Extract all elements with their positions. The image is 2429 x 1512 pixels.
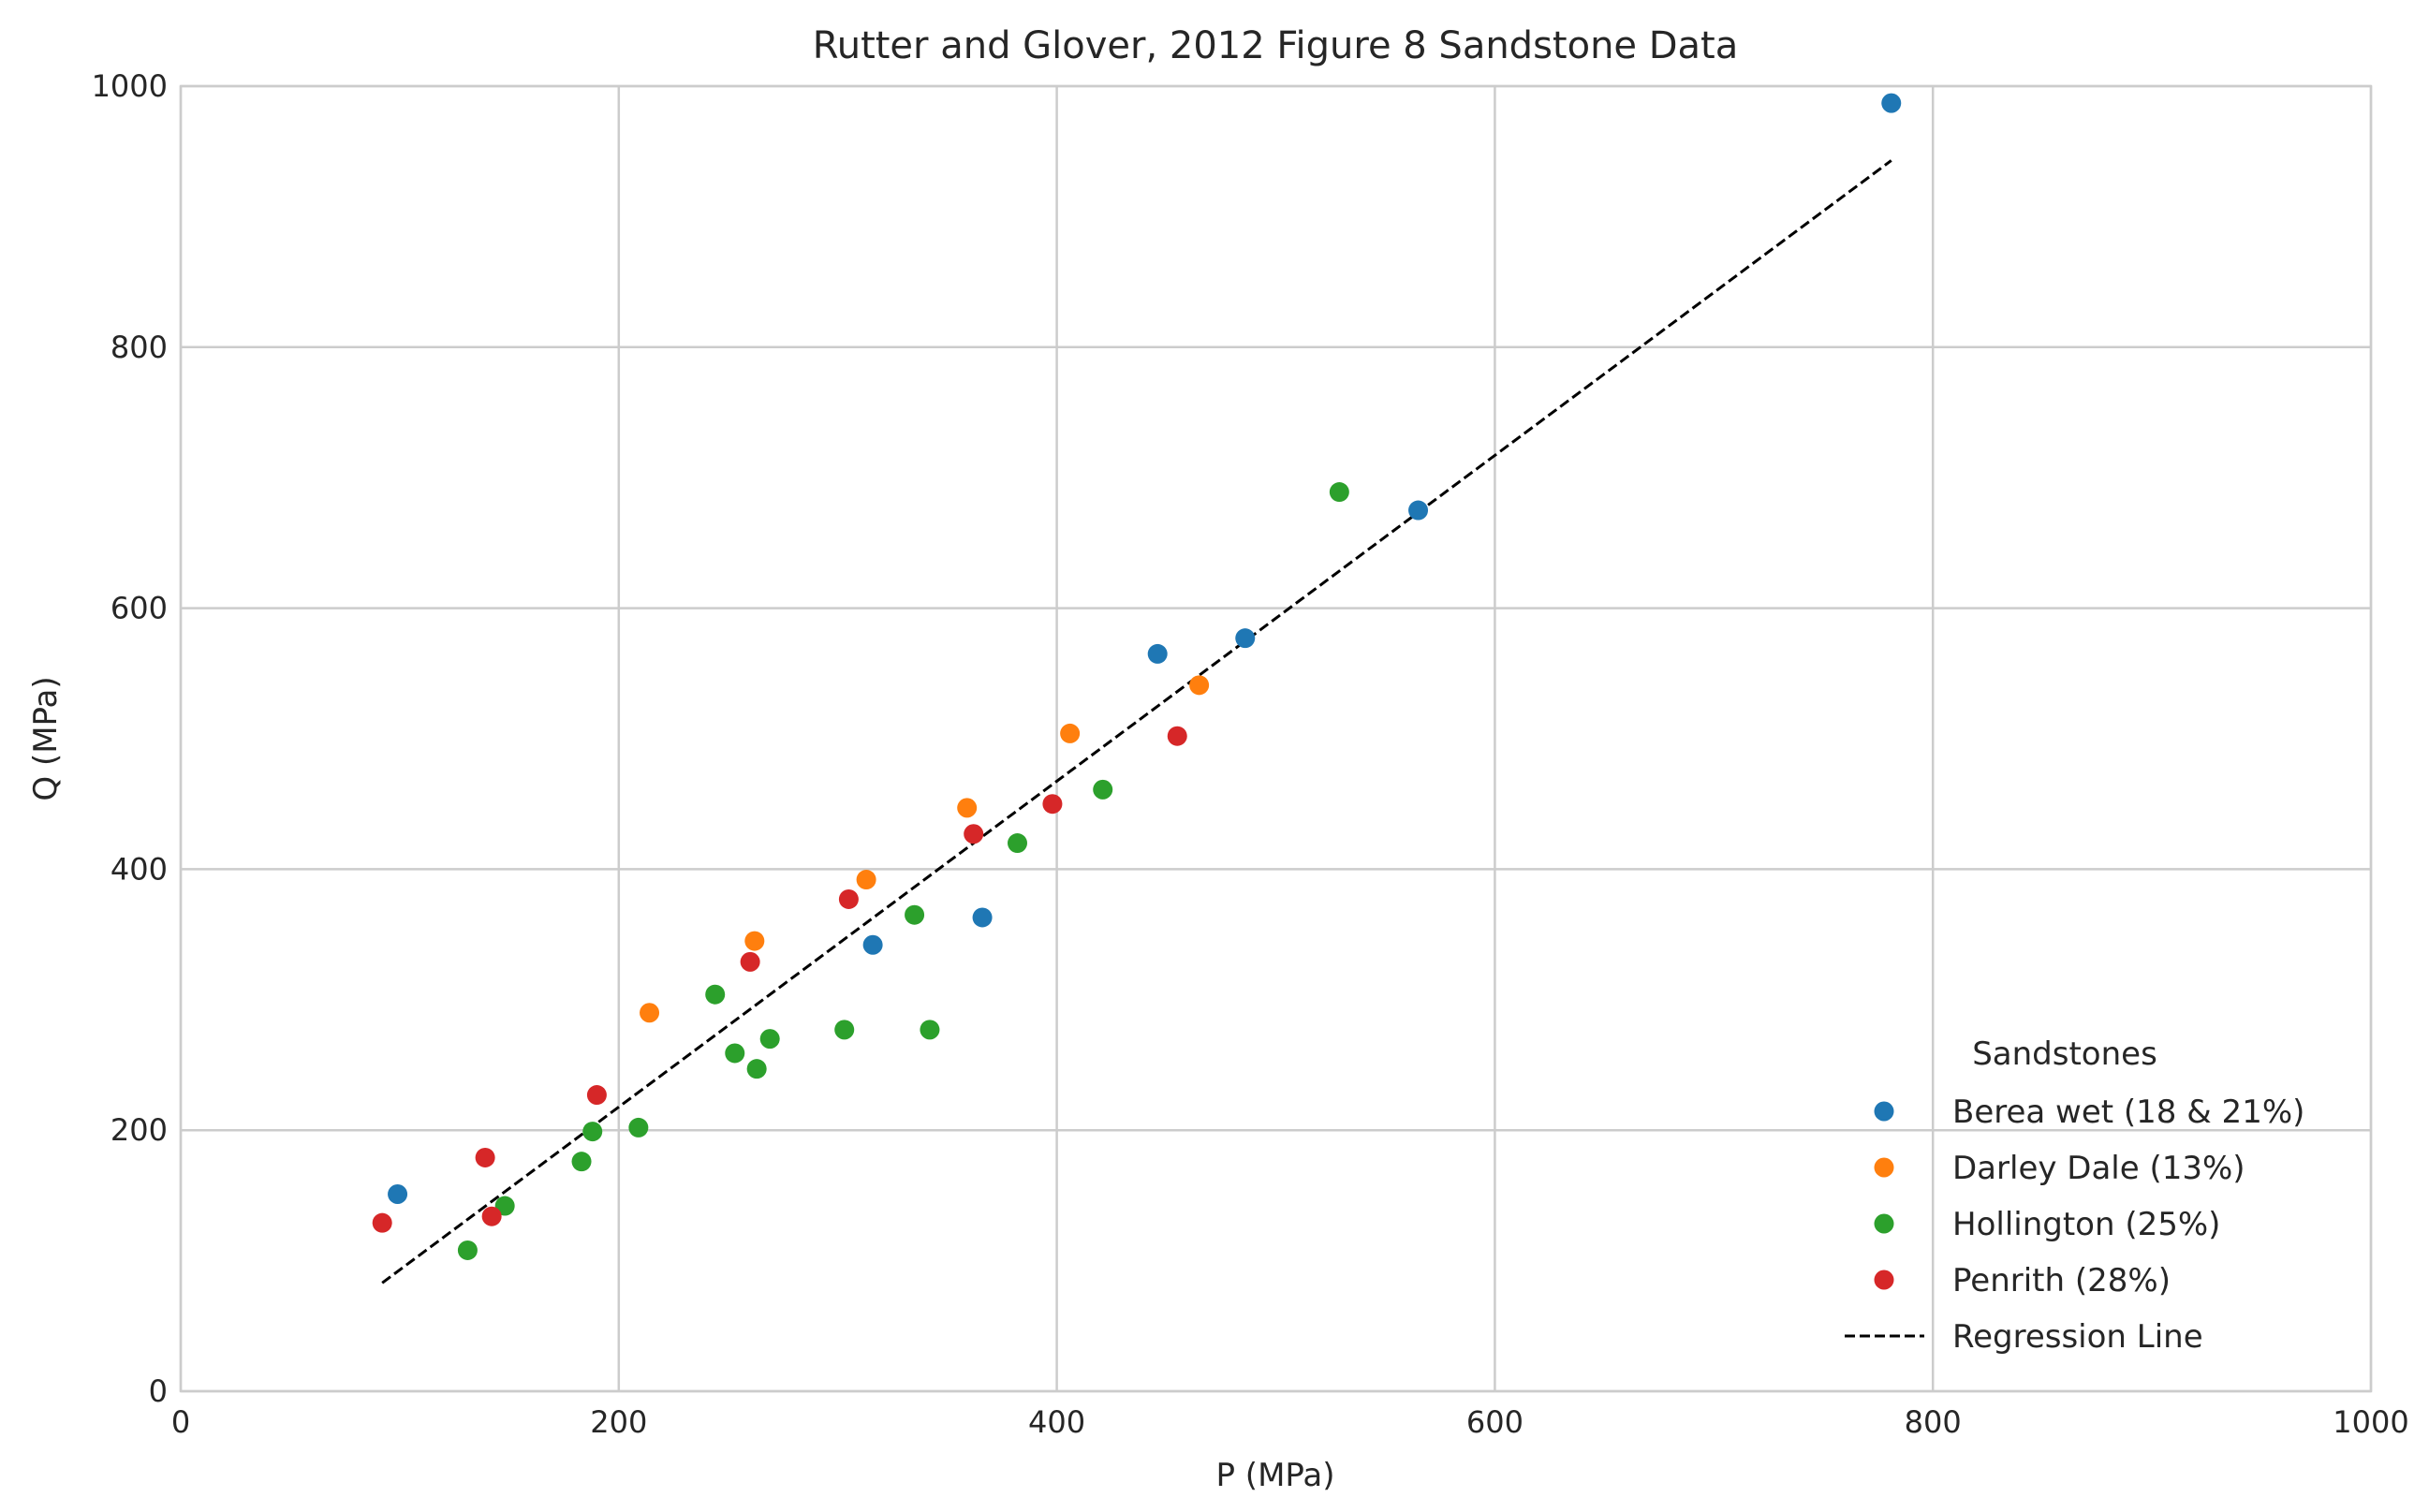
y-tick-label: 200: [110, 1112, 168, 1148]
data-point: [725, 1043, 745, 1064]
y-axis-label: Q (MPa): [27, 676, 65, 800]
x-tick-label: 400: [1028, 1404, 1085, 1440]
data-point: [972, 907, 993, 928]
legend-title: Sandstones: [1972, 1035, 2157, 1073]
data-point: [1007, 833, 1027, 854]
data-point: [388, 1184, 408, 1205]
data-point: [1093, 779, 1113, 800]
data-point: [571, 1152, 592, 1172]
data-point: [628, 1117, 649, 1138]
data-point: [1060, 723, 1081, 743]
chart-title: Rutter and Glover, 2012 Figure 8 Sandsto…: [813, 24, 1739, 67]
data-point: [1881, 93, 1902, 113]
points-layer: [372, 93, 1902, 1260]
x-tick-label: 200: [590, 1404, 647, 1440]
y-tick-label: 1000: [92, 68, 168, 104]
data-point: [838, 888, 859, 909]
data-point: [705, 984, 726, 1005]
data-point: [964, 824, 984, 844]
legend-marker: [1874, 1213, 1894, 1234]
data-point: [457, 1240, 478, 1260]
y-tick-label: 600: [110, 591, 168, 626]
data-point: [494, 1196, 515, 1216]
data-point: [481, 1206, 502, 1226]
y-tick-label: 0: [149, 1373, 168, 1409]
x-axis-ticks: 0 200 400 600 800 1000: [171, 1404, 2409, 1440]
data-point: [1167, 726, 1187, 746]
data-point: [905, 904, 925, 925]
data-point: [740, 951, 760, 972]
data-point: [957, 798, 978, 818]
data-point: [746, 1059, 767, 1079]
data-point: [586, 1085, 607, 1106]
y-tick-label: 800: [110, 330, 168, 365]
plot-frame: [179, 84, 2373, 1393]
legend-entry-label: Berea wet (18 & 21%): [1952, 1094, 2304, 1131]
legend-marker: [1874, 1101, 1894, 1122]
x-tick-label: 0: [171, 1404, 190, 1440]
data-point: [1189, 675, 1210, 696]
data-point: [372, 1212, 392, 1233]
regression-layer: [381, 159, 1892, 1284]
data-point: [834, 1020, 855, 1040]
x-axis-label: P (MPa): [1216, 1457, 1335, 1494]
x-tick-label: 800: [1905, 1404, 1962, 1440]
data-point: [640, 1003, 660, 1023]
data-point: [856, 870, 876, 890]
data-point: [475, 1147, 495, 1167]
legend-entry-label: Penrith (28%): [1952, 1262, 2171, 1299]
legend-marker: [1874, 1157, 1894, 1178]
data-point: [1408, 500, 1429, 521]
legend: Sandstones Berea wet (18 & 21%) Darley Da…: [1845, 1035, 2304, 1356]
data-point: [1235, 628, 1256, 649]
x-tick-label: 1000: [2333, 1404, 2408, 1440]
y-axis-ticks: 0 200 400 600 800 1000: [92, 68, 168, 1409]
legend-entry-label: Regression Line: [1952, 1318, 2203, 1356]
data-point: [744, 931, 765, 951]
data-point: [1042, 794, 1063, 815]
data-point: [920, 1020, 940, 1040]
regression-line: [381, 159, 1892, 1284]
legend-entry-label: Darley Dale (13%): [1952, 1150, 2245, 1187]
y-tick-label: 400: [110, 851, 168, 887]
data-point: [759, 1029, 780, 1050]
data-point: [862, 934, 883, 955]
data-point: [1329, 482, 1349, 503]
legend-entry-label: Hollington (25%): [1952, 1206, 2220, 1243]
legend-marker: [1874, 1270, 1894, 1290]
data-point: [582, 1122, 603, 1142]
x-tick-label: 600: [1466, 1404, 1524, 1440]
data-point: [1147, 643, 1168, 664]
